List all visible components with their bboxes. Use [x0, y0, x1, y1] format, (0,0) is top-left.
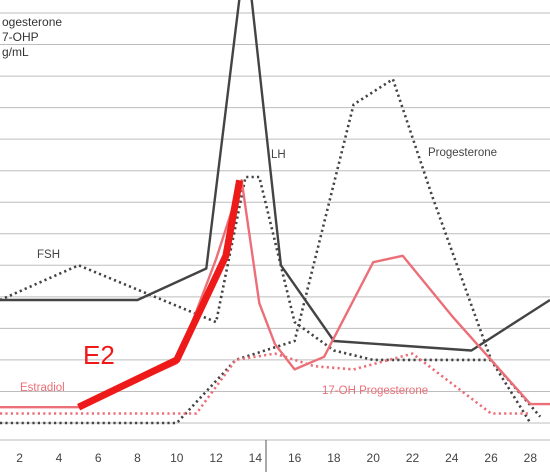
- y-axis-title-line-1: ogesterone: [2, 15, 62, 29]
- series-line-fsh: [0, 175, 542, 418]
- label-fsh: FSH: [37, 249, 60, 261]
- label-e2: E2: [83, 340, 115, 370]
- series-labels: FSH LH Progesterone Estradiol 17-OH Prog…: [20, 147, 497, 397]
- x-tick-label: 6: [95, 451, 102, 465]
- x-tick-label: 22: [406, 451, 420, 465]
- y-axis-title-line-3: g/mL: [2, 45, 29, 59]
- series-lines: [0, 0, 550, 425]
- series-line-lh: [0, 0, 550, 352]
- x-tick-label: 10: [170, 451, 184, 465]
- x-tick-label: 8: [134, 451, 141, 465]
- x-tick-label: 18: [327, 451, 341, 465]
- x-tick-label: 4: [56, 451, 63, 465]
- label-17oh-progesterone: 17-OH Progesterone: [322, 385, 428, 397]
- x-tick-label: 14: [249, 451, 263, 465]
- label-progesterone: Progesterone: [428, 147, 497, 159]
- x-axis: 2 4 6 8 10 12 14 16 18 20 22 24 26 28: [0, 439, 550, 472]
- x-tick-label: 24: [445, 451, 459, 465]
- series-line-e2: [77, 179, 244, 411]
- x-tick-label: 26: [484, 451, 498, 465]
- x-tick-label: 20: [367, 451, 381, 465]
- y-axis-title: ogesterone 7-OHP g/mL: [2, 15, 62, 59]
- label-lh: LH: [271, 149, 286, 161]
- gridlines: [0, 12, 550, 424]
- series-line-progesterone: [0, 77, 532, 425]
- x-tick-label: 12: [209, 451, 223, 465]
- label-estradiol: Estradiol: [20, 382, 65, 394]
- x-tick-label: 2: [16, 451, 23, 465]
- y-axis-title-line-2: 7-OHP: [2, 30, 39, 44]
- x-tick-label: 16: [288, 451, 302, 465]
- x-tick-label: 28: [524, 451, 538, 465]
